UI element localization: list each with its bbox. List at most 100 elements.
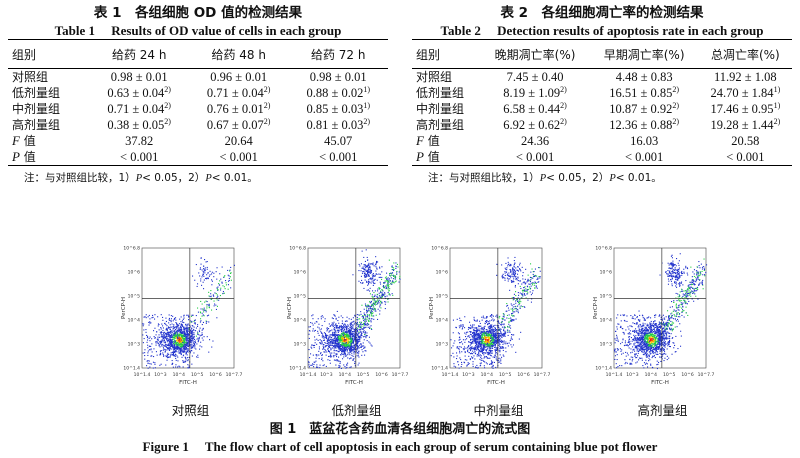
y-tick-label: 10^1.4 [431,366,448,372]
significance-mark: 2) [560,100,567,110]
cell-value: 10.87 ± 0.92 [609,102,673,116]
row-label: F 值 [412,133,481,149]
table-row: 中剂量组 6.58 ± 0.442) 10.87 ± 0.922) 17.46 ± 0… [412,101,792,117]
cell-value: < 0.001 [515,150,555,164]
table-cell: 0.76 ± 0.012) [189,101,289,117]
row-label: P 值 [8,149,89,166]
table-cell: 0.81 ± 0.032) [288,117,388,133]
table-row: 高剂量组 6.92 ± 0.622) 12.36 ± 0.882) 19.28 ± 1… [412,117,792,133]
cell-value: 0.71 ± 0.04 [206,86,264,100]
note-prefix: 注：与对照组比较，1） [24,172,136,184]
scatter-plot: 10^1.4 10^3 10^4 10^5 10^6 10^7.710^1.410^310… [429,246,550,387]
cell-value: 20.64 [224,134,253,148]
y-axis-label: PerCP-H [429,297,435,319]
x-tick-label: 10^4 [339,372,351,378]
scatter-plot: 10^1.4 10^3 10^4 10^5 10^6 10^7.710^1.410^310… [287,246,408,387]
table-title-cn: 表 1 各组细胞 OD 值的检测结果 [93,5,303,21]
y-tick-label: 10^5 [436,294,448,300]
significance-mark: 1) [363,84,370,94]
data-table: 组别 给药 24 h 给药 48 h 给药 72 h 对照组 0.98 ± 0.01 0.9… [8,39,388,166]
table-cell: 17.46 ± 0.951) [699,101,792,117]
significance-mark: 2) [164,100,171,110]
cell-value: 17.46 ± 0.95 [710,102,774,116]
cell-value: 7.45 ± 0.40 [506,70,564,84]
table-cell: 12.36 ± 0.882) [590,117,699,133]
y-tick-label: 10^3 [600,342,612,348]
significance-mark: 2) [672,84,680,94]
table-title-en: Table 2 Detection results of apoptosis r… [440,23,764,38]
x-tick-label: 10^6 [209,372,221,378]
table-cell: 0.67 ± 0.072) [189,117,289,133]
table-cell: 0.71 ± 0.042) [189,85,289,101]
row-label: 低剂量组 [8,85,89,101]
y-tick-label: 10^5 [600,294,612,300]
y-axis-label: PerCP-H [287,297,293,319]
event-dots [614,253,708,370]
table-cell: 6.92 ± 0.622) [481,117,590,133]
event-dots [142,257,235,369]
row-label-text: 中剂量组 [416,102,465,116]
note-p-symbol: P [135,173,143,184]
flow-panel: 10^1.4 10^3 10^4 10^5 10^6 10^7.7 10^1.4 10^3 10… [590,244,715,388]
table-row: 低剂量组 8.19 ± 1.092) 16.51 ± 0.852) 24.70 ± 1… [412,85,792,101]
y-tick-label: 10^3 [294,342,306,348]
x-tick-label: 10^7.7 [226,372,243,378]
y-tick-label: 10^6.8 [431,246,448,252]
cell-value: 12.36 ± 0.88 [609,118,673,132]
figure-caption-cn: 图 1 蓝盆花含药血清各组细胞凋亡的流式图 [269,422,531,437]
y-axis-label: PerCP-H [593,297,599,319]
cell-value: 24.36 [521,134,550,148]
significance-mark: 2) [363,116,370,126]
cell-value: 16.51 ± 0.85 [609,86,673,100]
cell-value: 4.48 ± 0.83 [615,70,673,84]
x-tick-label: 10^3 [626,372,638,378]
row-label: P 值 [412,149,481,166]
significance-mark: 2) [263,100,271,110]
cell-value: < 0.001 [219,150,258,164]
y-tick-label: 10^4 [436,318,448,324]
table-cell: 24.70 ± 1.841) [699,85,792,101]
table-cell: 37.82 [89,133,189,149]
flow-panel: 10^1.4 10^3 10^4 10^5 10^6 10^7.7 10^1.4 10^3 10… [284,244,409,388]
significance-mark: 2) [773,116,781,126]
row-label-text: 高剂量组 [12,118,61,132]
significance-mark: 2) [560,116,567,126]
cell-value: 0.76 ± 0.01 [206,102,264,116]
y-tick-label: 10^5 [128,294,140,300]
cell-value: < 0.001 [726,150,765,164]
y-tick-label: 10^4 [600,318,612,324]
table-cell: < 0.001 [288,149,388,166]
cell-value: 0.63 ± 0.04 [107,86,165,100]
plot-frame [449,247,543,369]
panel-label: 低剂量组 [331,403,382,418]
table-row: P 值 < 0.001 < 0.001 < 0.001 [8,149,388,166]
x-tick-label: 10^7.7 [698,372,715,378]
significance-mark: 2) [164,84,171,94]
x-tick-label: 10^1.4 [300,372,317,378]
table-cell: 7.45 ± 0.40 [481,69,590,86]
y-tick-label: 10^6 [294,270,306,276]
cell-value: 45.07 [324,134,353,148]
cell-value: 0.67 ± 0.07 [206,118,264,132]
header-row: 组别 给药 24 h 给药 48 h 给药 72 h [8,39,388,69]
row-label: 高剂量组 [412,117,481,133]
significance-mark: 1) [363,100,370,110]
row-label: 低剂量组 [412,85,481,101]
x-tick-label: 10^6 [375,372,387,378]
column-header: 组别 [416,47,441,62]
y-axis-label: PerCP-H [121,297,127,319]
table-cell: 19.28 ± 1.442) [699,117,792,133]
cell-value: 20.58 [731,134,760,148]
row-label-text: 值 [19,150,36,164]
cell-value: 11.92 ± 1.08 [714,70,777,84]
cell-value: < 0.001 [624,150,664,164]
x-tick-label: 10^3 [320,372,332,378]
y-tick-label: 10^6 [436,270,448,276]
event-dots [308,249,401,369]
panel-label: 对照组 [171,403,210,418]
cell-value: 6.58 ± 0.44 [503,102,561,116]
y-tick-label: 10^6.8 [123,246,140,252]
table-row: P 值 < 0.001 < 0.001 < 0.001 [412,149,792,166]
x-tick-label: 10^5 [357,372,369,378]
stat-symbol: F [12,133,20,148]
